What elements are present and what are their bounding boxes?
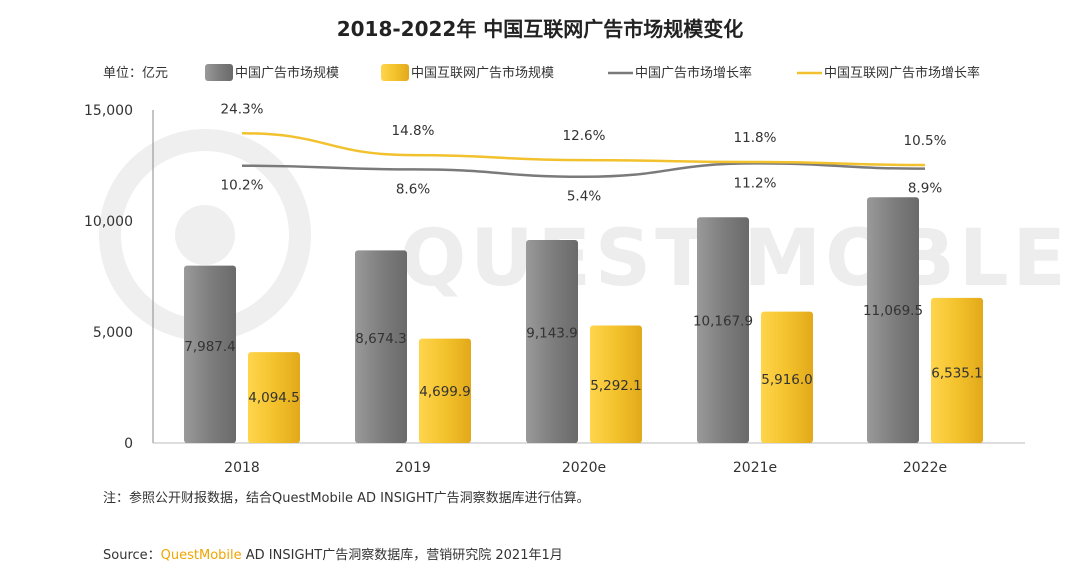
data-labels: 7,987.4 8,674.3 9,143.9 10,167.9 11,069.5 4,0… — [184, 101, 983, 406]
internet-ad-market-bar — [248, 352, 300, 443]
ad-market-value-label: 7,987.4 — [184, 339, 236, 355]
internet-ad-market-value-label: 5,292.1 — [590, 378, 642, 394]
y-tick-label: 10,000 — [84, 214, 133, 230]
footnote: 注：参照公开财报数据，结合QuestMobile AD INSIGHT广告洞察数… — [103, 490, 590, 506]
ad-market-bar — [867, 197, 919, 443]
internet-ad-growth-label: 12.6% — [563, 128, 606, 144]
bars — [184, 197, 983, 443]
ad-market-bar — [355, 250, 407, 443]
y-tick-label: 5,000 — [93, 325, 133, 341]
internet-ad-market-value-label: 5,916.0 — [761, 372, 813, 388]
ad-market-value-label: 11,069.5 — [863, 303, 923, 319]
watermark-logo-dot — [175, 205, 235, 265]
chart-title: 2018-2022年 中国互联网广告市场规模变化 — [337, 17, 744, 41]
internet-ad-market-bar — [590, 325, 642, 443]
x-tick-label: 2019 — [395, 460, 431, 476]
internet-ad-market-value-label: 4,699.9 — [419, 384, 471, 400]
y-axis-ticks: 0 5,000 10,000 15,000 — [84, 103, 133, 452]
internet-ad-growth-label: 14.8% — [392, 123, 435, 139]
internet-ad-market-bar — [761, 311, 813, 443]
ad-market-growth-label: 10.2% — [221, 178, 264, 194]
source-prefix: Source： — [103, 548, 161, 563]
internet-ad-market-bar — [931, 297, 983, 443]
x-tick-label: 2018 — [224, 460, 260, 476]
ad-market-value-label: 10,167.9 — [693, 314, 753, 330]
legend-label: 中国互联网广告市场规模 — [411, 65, 554, 81]
legend-label: 中国广告市场增长率 — [635, 65, 752, 81]
ad-market-bar — [526, 240, 578, 443]
legend: 中国广告市场规模 中国互联网广告市场规模 中国广告市场增长率 中国互联网广告市场增长率 — [205, 64, 980, 81]
source-rest: AD INSIGHT广告洞察数据库，营销研究院 2021年1月 — [242, 547, 563, 563]
source-line: Source：QuestMobile AD INSIGHT广告洞察数据库，营销研… — [103, 547, 563, 563]
y-tick-label: 0 — [124, 436, 133, 452]
legend-swatch — [381, 64, 409, 81]
x-axis-ticks: 2018 2019 2020e 2021e 2022e — [224, 460, 947, 476]
legend-label: 中国互联网广告市场增长率 — [824, 65, 980, 81]
watermark: QUEST MOBLE — [99, 129, 1066, 341]
internet-ad-market-value-label: 6,535.1 — [931, 366, 983, 382]
ad-market-bar — [184, 265, 236, 443]
unit-label: 单位：亿元 — [103, 66, 168, 81]
ad-market-growth-label: 11.2% — [734, 175, 777, 191]
legend-swatch — [205, 64, 233, 81]
growth-lines — [241, 132, 926, 178]
ad-market-growth-line — [241, 162, 926, 178]
internet-ad-market-bar — [419, 338, 471, 443]
ad-market-growth-label: 5.4% — [567, 189, 601, 205]
y-tick-label: 15,000 — [84, 103, 133, 119]
internet-ad-market-value-label: 4,094.5 — [248, 390, 300, 406]
ad-market-growth-label: 8.6% — [396, 181, 430, 197]
internet-ad-growth-line — [241, 132, 926, 167]
x-tick-label: 2021e — [733, 460, 777, 476]
x-tick-label: 2022e — [903, 460, 947, 476]
ad-market-value-label: 9,143.9 — [526, 325, 578, 341]
internet-ad-growth-label: 10.5% — [904, 133, 947, 149]
ad-market-bar — [697, 217, 749, 443]
ad-market-growth-label: 8.9% — [908, 181, 942, 197]
legend-label: 中国广告市场规模 — [235, 65, 339, 81]
x-tick-label: 2020e — [562, 460, 606, 476]
internet-ad-growth-label: 11.8% — [734, 130, 777, 146]
ad-market-value-label: 8,674.3 — [355, 331, 407, 347]
internet-ad-growth-label: 24.3% — [221, 101, 264, 117]
source-brand: QuestMobile — [161, 548, 242, 563]
